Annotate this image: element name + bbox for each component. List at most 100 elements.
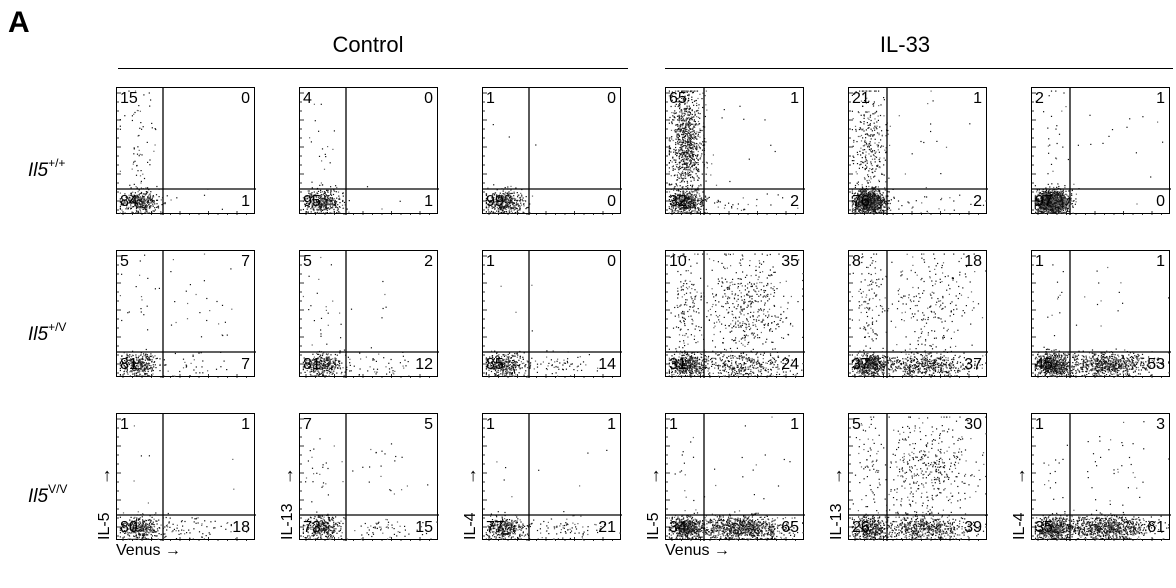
quadrant-value-ul: 2 <box>1035 90 1044 107</box>
quadrant-value-ur: 5 <box>424 416 433 433</box>
quadrant-value-ur: 1 <box>790 416 799 433</box>
scatter-dots <box>849 414 988 541</box>
quadrant-value-ur: 1 <box>1156 253 1165 270</box>
quadrant-value-ll: 84 <box>120 193 138 210</box>
quadrant-value-ul: 5 <box>120 253 129 270</box>
flow-plot-r2-c2: 5 2 81 12 <box>299 250 439 378</box>
group-line-il33 <box>665 68 1173 69</box>
quadrant-value-lr: 15 <box>415 519 433 536</box>
y-arrow-icon: → <box>460 467 480 485</box>
quadrant-value-ul: 8 <box>852 253 861 270</box>
flow-plot-r2-c3: 1 0 85 14 <box>482 250 622 378</box>
quadrant-value-ul: 1 <box>486 253 495 270</box>
quadrant-value-lr: 7 <box>241 356 250 373</box>
flow-plot-r3-c3: 1 1 77 21 <box>482 413 622 541</box>
scatter-dots <box>1032 251 1171 378</box>
quadrant-value-ur: 30 <box>964 416 982 433</box>
scatter-dots <box>849 88 988 215</box>
quadrant-value-ul: 1 <box>1035 416 1044 433</box>
quadrant-value-ul: 7 <box>303 416 312 433</box>
quadrant-value-ur: 0 <box>424 90 433 107</box>
flow-plot-r3-c1: 1 1 80 18 <box>116 413 256 541</box>
quadrant-value-ul: 65 <box>669 90 687 107</box>
quadrant-value-ul: 21 <box>852 90 870 107</box>
flow-plot-r2-c4: 10 35 31 24 <box>665 250 805 378</box>
quadrant-value-ul: 5 <box>303 253 312 270</box>
quadrant-value-ur: 0 <box>607 90 616 107</box>
y-arrow-icon: → <box>94 467 114 485</box>
quadrant-value-ur: 1 <box>973 90 982 107</box>
y-axis-label-5: IL-13 <box>828 503 845 540</box>
scatter-dots <box>666 251 805 378</box>
quadrant-value-ul: 1 <box>669 416 678 433</box>
scatter-dots <box>117 251 256 378</box>
quadrant-value-ul: 5 <box>852 416 861 433</box>
flow-plot-r3-c5: 5 30 26 39 <box>848 413 988 541</box>
flow-plot-r3-c6: 1 3 35 61 <box>1031 413 1171 541</box>
quadrant-value-ll: 97 <box>1035 193 1053 210</box>
panel-letter: A <box>8 6 30 39</box>
quadrant-value-ur: 1 <box>241 416 250 433</box>
quadrant-value-ll: 95 <box>303 193 321 210</box>
flow-plot-r1-c2: 4 0 95 1 <box>299 87 439 215</box>
quadrant-value-ll: 26 <box>852 519 870 536</box>
quadrant-value-lr: 53 <box>1147 356 1165 373</box>
y-axis-label-2: IL-13 <box>279 503 296 540</box>
quadrant-value-ul: 15 <box>120 90 138 107</box>
quadrant-value-ll: 45 <box>1035 356 1053 373</box>
quadrant-value-ll: 76 <box>852 193 870 210</box>
scatter-dots <box>666 414 805 541</box>
quadrant-value-lr: 1 <box>241 193 250 210</box>
scatter-dots <box>117 414 256 541</box>
quadrant-value-ll: 77 <box>486 519 504 536</box>
scatter-dots <box>483 88 622 215</box>
y-arrow-icon: → <box>1009 467 1029 485</box>
flow-plot-r2-c6: 1 1 45 53 <box>1031 250 1171 378</box>
quadrant-value-lr: 0 <box>1156 193 1165 210</box>
row-label-3: Il5V/V <box>28 481 68 507</box>
y-axis-label-3: IL-4 <box>462 512 479 540</box>
group-line-control <box>118 68 628 69</box>
quadrant-value-lr: 1 <box>424 193 433 210</box>
row-label-2: Il5+/V <box>28 319 67 345</box>
scatter-dots <box>1032 88 1171 215</box>
flow-plot-r1-c4: 65 1 32 2 <box>665 87 805 215</box>
scatter-dots <box>483 414 622 541</box>
y-axis-label-1: IL-5 <box>96 512 113 540</box>
quadrant-value-lr: 18 <box>232 519 250 536</box>
quadrant-value-lr: 61 <box>1147 519 1165 536</box>
quadrant-value-ur: 7 <box>241 253 250 270</box>
flow-plot-r2-c5: 8 18 37 37 <box>848 250 988 378</box>
y-axis-label-4: IL-5 <box>645 512 662 540</box>
quadrant-value-ul: 1 <box>486 416 495 433</box>
scatter-dots <box>849 251 988 378</box>
quadrant-value-ll: 31 <box>669 356 687 373</box>
quadrant-value-ul: 10 <box>669 253 687 270</box>
quadrant-value-ur: 3 <box>1156 416 1165 433</box>
quadrant-value-lr: 21 <box>598 519 616 536</box>
quadrant-value-ll: 37 <box>852 356 870 373</box>
flow-plot-r1-c1: 15 0 84 1 <box>116 87 256 215</box>
flow-plot-r1-c5: 21 1 76 2 <box>848 87 988 215</box>
y-arrow-icon: → <box>826 467 846 485</box>
quadrant-value-lr: 12 <box>415 356 433 373</box>
scatter-dots <box>666 88 805 215</box>
scatter-dots <box>1032 414 1171 541</box>
quadrant-value-ur: 35 <box>781 253 799 270</box>
flow-plot-r2-c1: 5 7 81 7 <box>116 250 256 378</box>
quadrant-value-ul: 1 <box>486 90 495 107</box>
flow-plot-r3-c4: 1 1 34 65 <box>665 413 805 541</box>
quadrant-value-ur: 2 <box>424 253 433 270</box>
y-arrow-icon: → <box>277 467 297 485</box>
x-axis-label-1: Venus → <box>116 542 181 559</box>
flow-plot-r1-c3: 1 0 99 0 <box>482 87 622 215</box>
scatter-dots <box>300 88 439 215</box>
quadrant-value-ul: 1 <box>1035 253 1044 270</box>
y-axis-label-6: IL-4 <box>1011 512 1028 540</box>
quadrant-value-ll: 81 <box>303 356 321 373</box>
quadrant-value-ur: 0 <box>607 253 616 270</box>
row-label-1: Il5+/+ <box>28 155 66 181</box>
quadrant-value-lr: 24 <box>781 356 799 373</box>
quadrant-value-ul: 4 <box>303 90 312 107</box>
quadrant-value-lr: 0 <box>607 193 616 210</box>
